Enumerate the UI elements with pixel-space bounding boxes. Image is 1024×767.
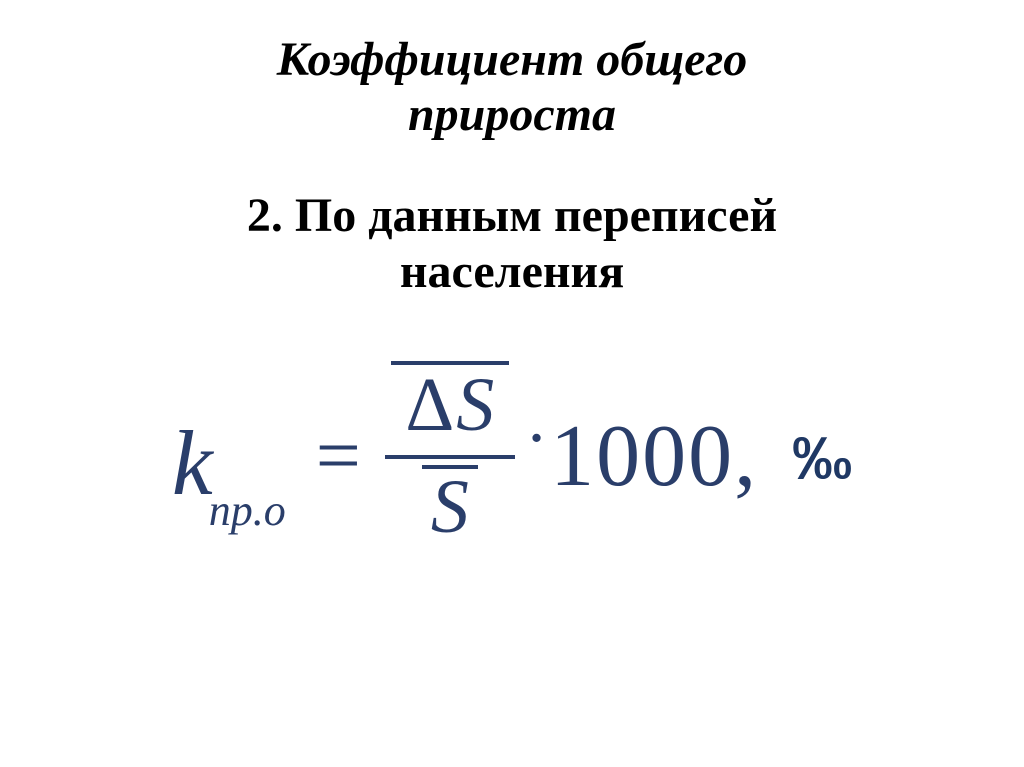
fraction-denominator: S — [422, 465, 478, 549]
fraction-line — [385, 455, 515, 459]
formula-container: k пр.о = Δ S S · — [0, 369, 1024, 557]
multiplication-dot: · — [525, 399, 548, 479]
subtitle-line-2: населения — [400, 245, 624, 298]
slide-subtitle: 2. По данным переписей населения — [0, 188, 1024, 298]
title-line-1: Коэффициент общего — [277, 33, 747, 86]
permille-symbol: ‰ — [792, 424, 852, 493]
s-numerator: S — [456, 367, 494, 443]
k-subscript: пр.о — [209, 489, 286, 533]
thousand-constant: 1000, — [550, 406, 758, 507]
subtitle-line-1: 2. По данным переписей — [247, 189, 777, 242]
k-variable: k — [172, 417, 213, 509]
s-denominator: S — [425, 467, 475, 549]
delta-symbol: Δ — [405, 367, 454, 443]
formula: k пр.о = Δ S S · — [172, 369, 852, 557]
coefficient-symbol: k пр.о — [172, 417, 286, 509]
title-line-2: прироста — [408, 88, 616, 141]
equals-sign: = — [316, 411, 361, 502]
fraction: Δ S S — [385, 361, 515, 549]
fraction-numerator: Δ S — [391, 361, 509, 449]
slide-title: Коэффициент общего прироста — [0, 0, 1024, 142]
